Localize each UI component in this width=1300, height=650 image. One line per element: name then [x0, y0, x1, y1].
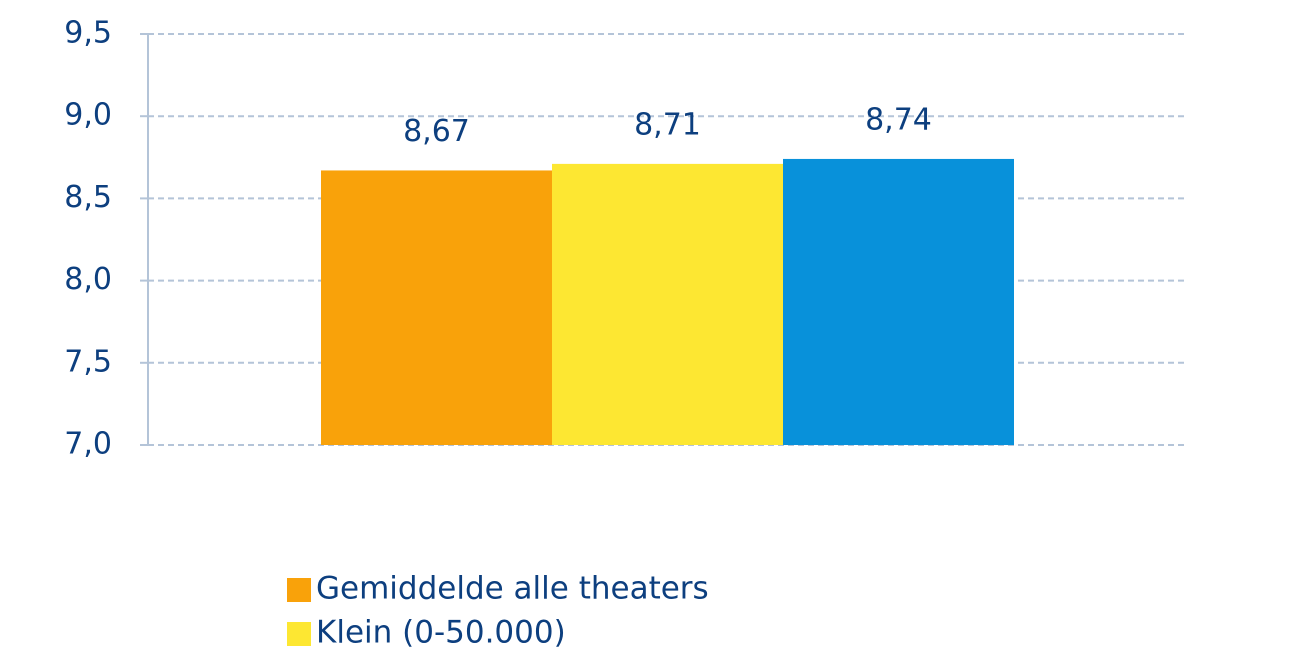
y-tick-label: 8,0 — [64, 262, 112, 297]
bar — [321, 170, 552, 445]
y-tick-label: 9,0 — [64, 98, 112, 133]
bar — [783, 158, 1014, 445]
legend-swatch — [287, 578, 311, 602]
value-label: 8,71 — [634, 107, 701, 142]
legend-label: Gemiddelde alle theaters — [316, 571, 709, 607]
value-label: 8,74 — [865, 102, 932, 137]
y-tick-label: 7,0 — [64, 427, 112, 462]
y-tick-label: 9,5 — [64, 16, 112, 51]
y-tick-label: 8,5 — [64, 180, 112, 215]
legend-swatch — [287, 622, 311, 646]
bar — [552, 163, 783, 445]
legend-label: Klein (0-50.000) — [316, 615, 566, 650]
value-label: 8,67 — [403, 114, 470, 149]
y-tick-label: 7,5 — [64, 344, 112, 379]
